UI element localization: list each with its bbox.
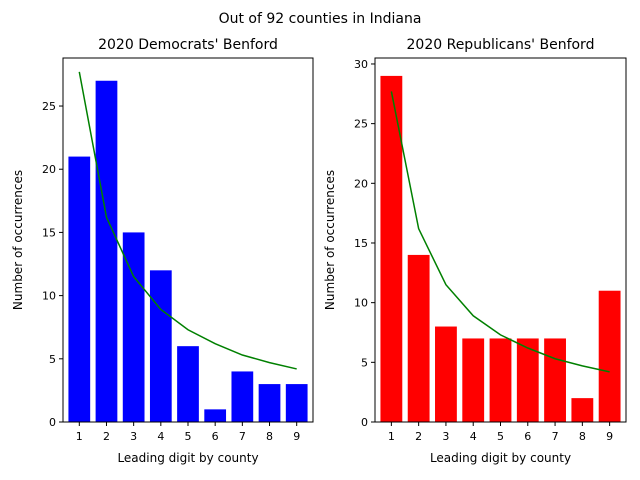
rep-chart-title: 2020 Republicans' Benford [407,37,595,53]
rep-x-tick-label: 4 [470,430,477,443]
rep-bar [407,254,430,422]
rep-x-tick-label: 1 [388,430,395,443]
dem-y-tick-label: 25 [42,100,56,113]
dem-y-tick-label: 10 [42,290,56,303]
rep-chart: 2020 Republicans' Benford 1 2 3 4 5 6 7 8 9 0 5 10 15… [323,37,627,465]
rep-x-tick-label: 5 [497,430,504,443]
rep-bar [598,290,621,422]
dem-bar [177,346,199,422]
dem-y-tick-label: 5 [49,353,56,366]
rep-y-tick-label: 30 [354,58,368,71]
dem-bar [122,232,145,422]
dem-x-tick-label: 9 [293,430,300,443]
rep-y-tick-label: 5 [361,356,368,369]
rep-expected-line [390,91,610,373]
dem-y-tick-label: 20 [42,163,56,176]
rep-y-tick-label: 20 [354,177,368,190]
rep-x-tick-label: 7 [552,430,559,443]
dem-expected-line [78,71,297,370]
dem-bar [68,156,91,423]
dem-y-tick-label: 15 [42,226,56,239]
dem-x-tick-label: 3 [130,430,137,443]
rep-bar [462,338,485,422]
rep-bar [435,326,457,422]
dem-bar [285,384,308,422]
rep-y-tick-label: 0 [361,416,368,429]
rep-bar [516,338,539,422]
rep-y-tick-label: 25 [354,118,368,131]
rep-x-axis-label: Leading digit by county [430,451,571,465]
figure-suptitle: Out of 92 counties in Indiana [219,11,422,27]
dem-x-tick-label: 4 [157,430,164,443]
dem-y-axis-label: Number of occurrences [11,170,25,310]
rep-x-tick-label: 9 [606,430,613,443]
dem-x-axis-label: Leading digit by county [117,451,258,465]
rep-x-tick-label: 2 [415,430,422,443]
dem-x-tick-label: 2 [103,430,110,443]
dem-x-tick-label: 7 [239,430,246,443]
dem-bar [204,409,227,422]
rep-bar [544,338,566,422]
dem-x-tick-label: 1 [76,430,83,443]
rep-bar [489,338,512,422]
dem-chart-title: 2020 Democrats' Benford [98,37,278,53]
rep-bar [571,398,594,422]
dem-x-tick-label: 6 [212,430,219,443]
dem-x-tick-label: 5 [185,430,192,443]
rep-y-axis-label: Number of occurrences [323,170,337,310]
dem-bar [95,80,118,422]
dem-bar [149,270,172,422]
rep-y-tick-label: 15 [354,237,368,250]
dem-x-tick-label: 8 [266,430,273,443]
rep-bar [380,75,403,422]
rep-x-tick-label: 8 [579,430,586,443]
dem-bar [258,384,281,422]
dem-chart: 2020 Democrats' Benford 1 2 3 4 5 6 7 8 9 0 5 10 15 20… [11,37,314,465]
rep-x-tick-label: 6 [524,430,531,443]
rep-x-tick-label: 3 [442,430,449,443]
dem-y-tick-label: 0 [49,416,56,429]
dem-bar [231,371,254,422]
rep-y-tick-label: 10 [354,297,368,310]
